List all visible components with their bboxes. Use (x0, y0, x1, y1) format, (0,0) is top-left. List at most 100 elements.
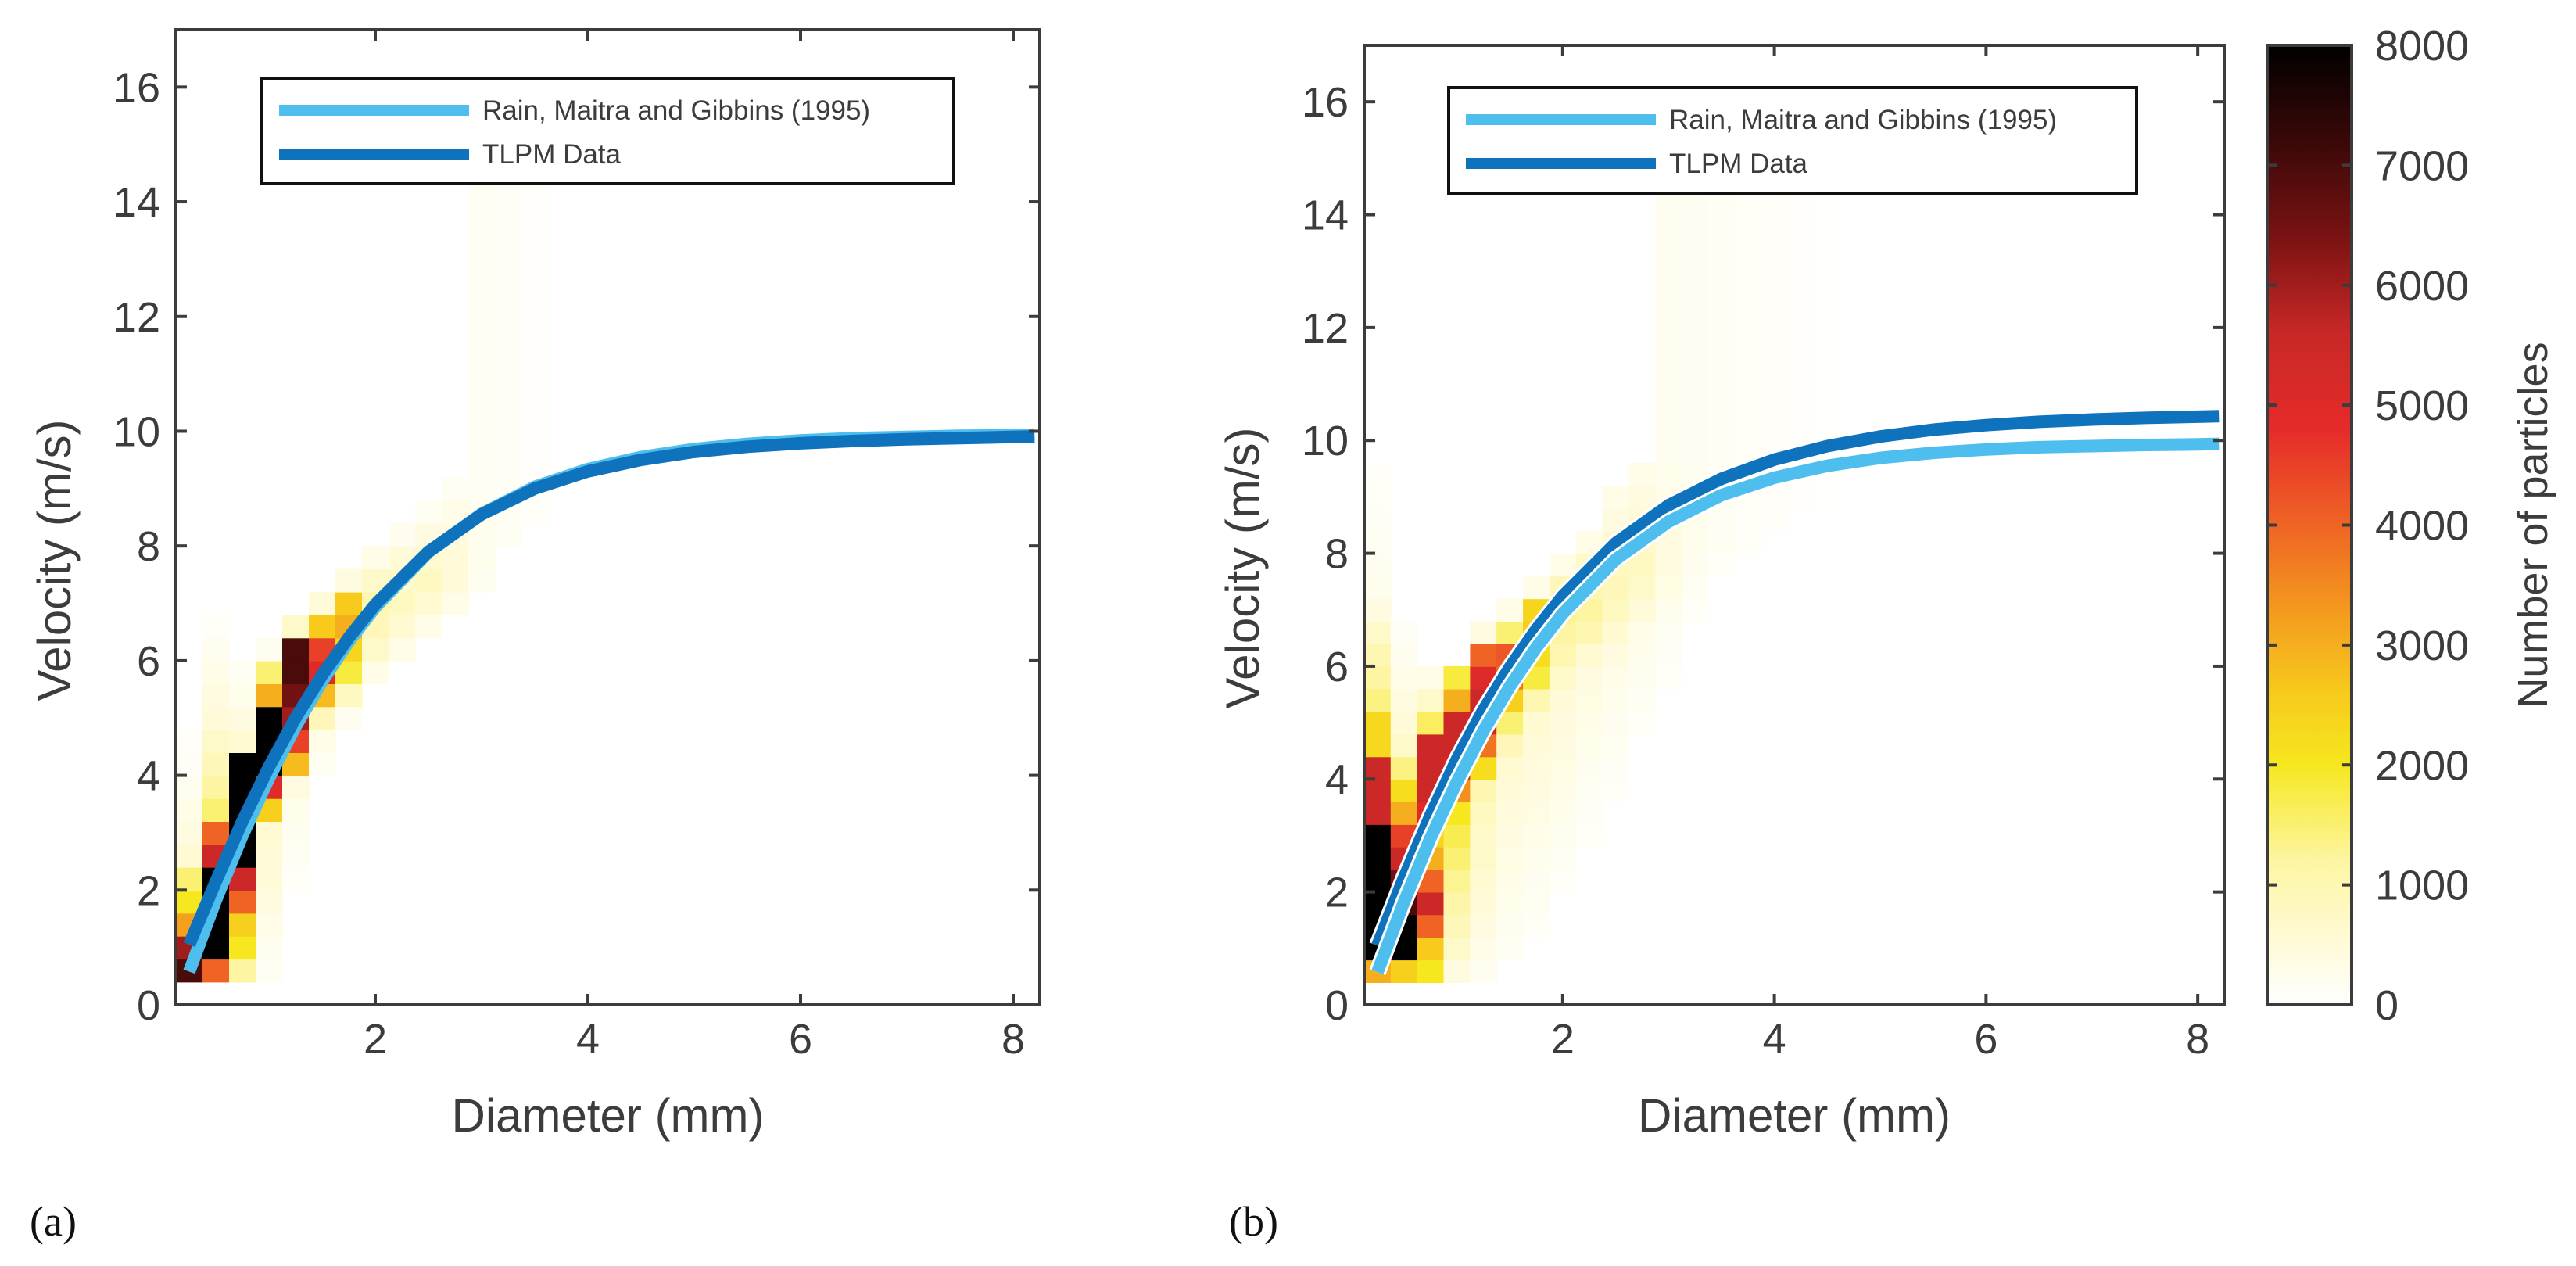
heatmap-cell (1814, 214, 1841, 238)
colorbar-tick-label: 1000 (2375, 863, 2469, 909)
heatmap-cell (1417, 891, 1445, 916)
panel-label-b: (b) (1229, 1198, 1278, 1245)
heatmap-cell (1787, 214, 1815, 238)
heatmap-cell (256, 637, 283, 662)
heatmap-cell (1708, 305, 1736, 328)
heatmap-cell (1708, 192, 1736, 216)
heatmap-cell (1708, 372, 1736, 396)
heatmap-cell (1655, 553, 1682, 577)
heatmap-cell (1628, 463, 1657, 486)
heatmap-cell (1682, 305, 1709, 328)
heatmap-cell (468, 339, 496, 364)
heatmap-cell (1390, 688, 1418, 712)
heatmap-cell (1602, 756, 1630, 780)
heatmap-cell (1655, 576, 1682, 600)
heatmap-cell (202, 706, 230, 730)
heatmap-cell (1708, 507, 1736, 532)
plot-frame-b (1363, 44, 2226, 1006)
heatmap-cell (442, 477, 469, 501)
heatmap-cell (1549, 665, 1577, 690)
heatmap-cell (1364, 869, 1392, 893)
heatmap-cell (1443, 869, 1471, 893)
heatmap-cell (415, 568, 442, 593)
heatmap-cell (1549, 869, 1577, 893)
heatmap-cell (1443, 824, 1471, 848)
heatmap-cell (1682, 350, 1709, 374)
heatmap-cell (442, 568, 469, 593)
heatmap-cell (1734, 530, 1762, 554)
heatmap-cell (1364, 756, 1392, 780)
x-tick-label: 8 (2186, 1016, 2209, 1063)
heatmap-cell (1708, 530, 1736, 554)
heatmap-cell (495, 454, 522, 478)
heatmap-cell (176, 798, 203, 822)
heatmap-cell (282, 844, 310, 868)
heatmap-cell (1496, 846, 1524, 870)
heatmap-cell (1734, 214, 1762, 238)
heatmap-cell (1655, 598, 1682, 622)
heatmap-cell (1364, 711, 1392, 735)
heatmap-cell (256, 959, 283, 983)
legend-box-b (1447, 86, 2138, 195)
heatmap-cell (495, 224, 522, 249)
heatmap-cell (1443, 937, 1471, 961)
heatmap-cell (1787, 260, 1815, 283)
heatmap-cell (1628, 576, 1657, 600)
heatmap-cell (202, 637, 230, 662)
curve-tlpm-data (183, 430, 1035, 948)
heatmap-cell (282, 637, 310, 662)
heatmap-cell (521, 385, 549, 409)
heatmap-cell (1470, 802, 1497, 825)
heatmap-cell (495, 316, 522, 340)
heatmap-cell (202, 959, 230, 983)
heatmap-cell (1655, 305, 1682, 328)
heatmap-cell (1523, 846, 1550, 870)
heatmap-cell (1655, 440, 1682, 464)
heatmap-cell (1655, 282, 1682, 306)
heatmap-cell (1575, 688, 1603, 712)
heatmap-cell (1443, 846, 1471, 870)
heatmap-cell (1417, 733, 1445, 758)
x-tick-label: 8 (1001, 1016, 1025, 1063)
heatmap-cell (1708, 260, 1736, 283)
heatmap-cell (1575, 779, 1603, 802)
heatmap-cell (256, 936, 283, 960)
colorbar-tick-label: 0 (2375, 982, 2399, 1029)
heatmap-cell (176, 752, 203, 776)
heatmap-cell (1417, 665, 1445, 690)
heatmap-cell (1734, 418, 1762, 442)
heatmap-cell (1549, 802, 1577, 825)
heatmap-cell (1417, 711, 1445, 735)
colorbar-tick-label: 4000 (2375, 503, 2469, 550)
heatmap-cell (256, 844, 283, 868)
y-tick-label: 6 (1325, 644, 1349, 690)
heatmap-cell (1655, 260, 1682, 283)
heatmap-cell (1814, 260, 1841, 283)
heatmap-cell (521, 224, 549, 249)
x-axis-label-b: Diameter (mm) (1638, 1089, 1951, 1142)
heatmap-cell (1390, 802, 1418, 825)
heatmap-cell (1814, 486, 1841, 509)
heatmap-cell (1708, 214, 1736, 238)
heatmap-cell (1390, 621, 1418, 644)
heatmap-cell (1682, 598, 1709, 622)
heatmap-cell (1682, 530, 1709, 554)
heatmap-cell (1814, 305, 1841, 328)
heatmap-cell (1655, 192, 1682, 216)
heatmap-cell (1470, 644, 1497, 667)
heatmap-cell (1734, 192, 1762, 216)
heatmap-cell (495, 408, 522, 432)
heatmap-cell (1734, 507, 1762, 532)
heatmap-cell (282, 775, 310, 799)
heatmap-cell (1390, 644, 1418, 667)
heatmap-cell (389, 522, 416, 547)
y-tick-label: 10 (113, 408, 160, 455)
y-tick-label: 4 (137, 753, 160, 800)
heatmap-cell (1734, 237, 1762, 261)
heatmap-cell (1523, 802, 1550, 825)
heatmap-cell (229, 890, 256, 914)
heatmap-cell (1787, 418, 1815, 442)
y-tick-label: 14 (1302, 192, 1349, 239)
heatmap-cell (1655, 665, 1682, 690)
